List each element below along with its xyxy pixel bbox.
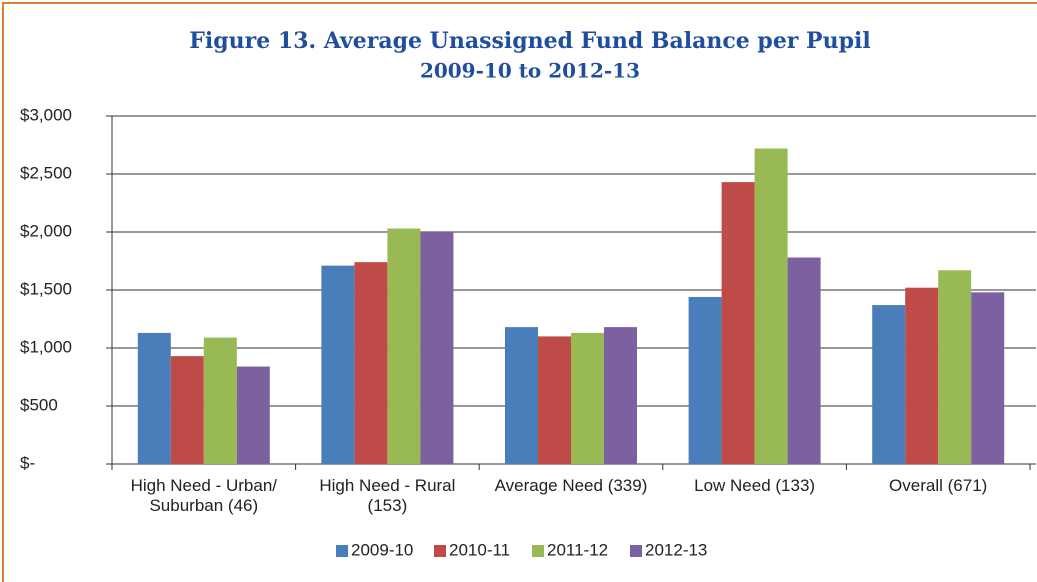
- y-tick-label: $2,500: [20, 163, 72, 182]
- x-tick-label: Overall (671): [889, 476, 988, 495]
- bar: [604, 327, 637, 464]
- legend-label: 2012-13: [645, 540, 707, 559]
- chart-title: Figure 13. Average Unassigned Fund Balan…: [189, 28, 870, 54]
- chart-subtitle: 2009-10 to 2012-13: [420, 59, 640, 83]
- bar: [236, 366, 270, 464]
- bar: [721, 182, 755, 464]
- legend-swatch: [630, 545, 642, 557]
- bar: [387, 228, 421, 464]
- legend-swatch: [532, 545, 544, 557]
- bar: [170, 356, 204, 464]
- bar: [321, 265, 355, 464]
- bar: [872, 305, 906, 464]
- bar: [137, 332, 171, 464]
- bar: [688, 296, 722, 464]
- x-tick-label: Low Need (133): [694, 476, 816, 495]
- bar: [571, 332, 604, 464]
- x-tick-label: High Need - Rural (153): [319, 476, 456, 515]
- bar: [354, 262, 388, 464]
- bar: [420, 232, 454, 464]
- y-tick-label: $500: [20, 395, 58, 414]
- legend-label: 2011-12: [547, 540, 608, 559]
- y-tick-label: $1,000: [20, 337, 72, 356]
- bar: [905, 287, 939, 464]
- legend-swatch: [434, 545, 446, 557]
- bar: [203, 337, 237, 464]
- bar: [754, 148, 788, 465]
- bar: [787, 257, 821, 464]
- legend-label: 2010-11: [449, 540, 510, 559]
- bar: [971, 292, 1005, 464]
- bar: [505, 327, 538, 464]
- legend-swatch: [336, 545, 348, 557]
- bar: [938, 270, 972, 464]
- x-tick-label: Average Need (339): [494, 476, 648, 495]
- bar: [538, 336, 571, 464]
- legend-label: 2009-10: [351, 540, 413, 559]
- y-tick-label: $1,500: [20, 279, 72, 298]
- y-tick-label: $-: [20, 453, 35, 472]
- y-tick-label: $2,000: [20, 221, 72, 240]
- x-tick-label: High Need - Urban/ Suburban (46): [130, 476, 278, 515]
- y-tick-label: $3,000: [20, 105, 72, 124]
